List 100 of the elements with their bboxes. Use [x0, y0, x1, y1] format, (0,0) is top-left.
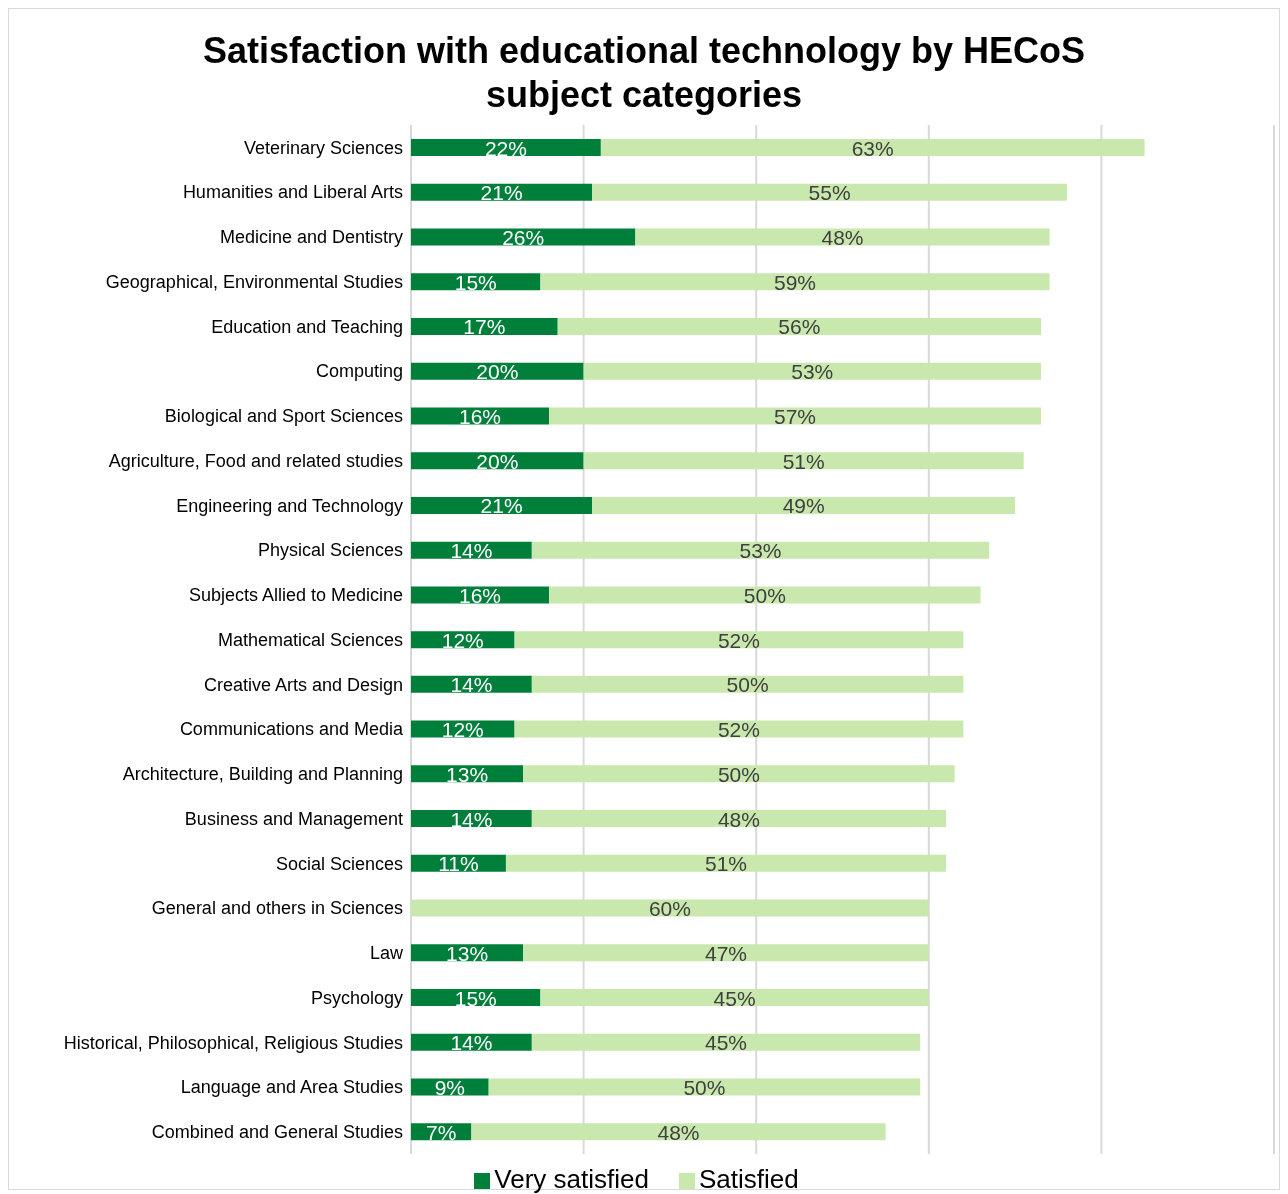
data-label: 45%	[713, 986, 756, 1010]
data-label: 55%	[808, 181, 851, 205]
bar	[411, 362, 584, 380]
data-label: 60%	[648, 897, 691, 921]
data-label: 47%	[704, 941, 748, 965]
data-label: 50%	[683, 1076, 726, 1100]
bar	[549, 407, 1041, 425]
data-label: 20%	[476, 449, 519, 473]
data-label: 48%	[717, 807, 760, 831]
bar	[600, 139, 1145, 156]
data-label: 21%	[480, 494, 523, 518]
y-tick-label: Combined and General Studies	[151, 1122, 403, 1143]
data-label: 50%	[726, 673, 769, 697]
data-label: 15%	[454, 986, 497, 1010]
data-label: 26%	[502, 225, 545, 249]
y-tick-label: Language and Area Studies	[180, 1077, 403, 1098]
bar	[411, 452, 584, 470]
bar	[592, 183, 1067, 201]
bar	[540, 989, 929, 1007]
data-label: 13%	[446, 762, 489, 786]
data-label: 9%	[434, 1076, 466, 1100]
bar	[583, 452, 1024, 470]
data-label: 14%	[450, 539, 493, 563]
bar	[411, 496, 593, 514]
y-tick-label: Biological and Sport Sciences	[164, 406, 403, 427]
y-tick-label: Subjects Allied to Medicine	[188, 585, 403, 606]
y-tick-label: Mathematical Sciences	[217, 629, 403, 650]
data-label: 17%	[463, 315, 506, 339]
data-label: 14%	[450, 1031, 493, 1055]
bar	[540, 273, 1050, 291]
y-tick-label: Creative Arts and Design	[203, 674, 403, 695]
y-tick-label: Social Sciences	[275, 853, 403, 874]
data-label: 49%	[782, 494, 825, 518]
bar	[471, 1123, 886, 1141]
data-label: 63%	[851, 136, 894, 160]
data-label: 20%	[476, 360, 519, 384]
data-label: 12%	[441, 628, 484, 652]
data-label: 7%	[426, 1120, 457, 1144]
y-tick-label: Medicine and Dentistry	[219, 227, 403, 248]
data-label: 16%	[459, 404, 502, 428]
data-label: 52%	[717, 628, 760, 652]
bar	[514, 720, 964, 738]
data-label: 50%	[717, 762, 760, 786]
bar	[411, 139, 601, 156]
bar	[635, 228, 1050, 246]
bar	[411, 228, 636, 246]
y-tick-label: Business and Management	[184, 808, 403, 829]
y-tick-label: Law	[369, 943, 404, 964]
y-tick-label: Humanities and Liberal Arts	[182, 182, 403, 203]
bar	[505, 854, 947, 872]
data-label: 11%	[438, 852, 479, 876]
y-tick-label: Engineering and Technology	[176, 495, 403, 516]
bar	[549, 586, 981, 604]
data-label: 53%	[791, 360, 834, 384]
y-tick-label: Psychology	[310, 987, 403, 1008]
bar	[411, 317, 558, 335]
data-label: 51%	[782, 449, 825, 473]
data-label: 53%	[739, 539, 782, 563]
data-label: 59%	[774, 270, 817, 294]
y-tick-label: Physical Sciences	[257, 540, 403, 561]
data-label: 48%	[821, 225, 864, 249]
y-tick-label: Geographical, Environmental Studies	[105, 271, 403, 292]
y-tick-label: Communications and Media	[179, 719, 404, 740]
bar	[531, 541, 990, 559]
data-label: 51%	[704, 852, 748, 876]
bar	[531, 1033, 921, 1051]
chart-title: Satisfaction with educational technology by HECoS subject categories	[201, 29, 1087, 117]
data-label: 13%	[446, 941, 489, 965]
bar	[523, 944, 929, 962]
data-label: 16%	[459, 583, 502, 607]
bar	[523, 765, 955, 783]
legend-label: Satisfied	[698, 1164, 799, 1194]
bar	[557, 317, 1041, 335]
bar	[531, 675, 964, 693]
bar	[583, 362, 1041, 380]
data-label: 12%	[441, 718, 484, 742]
y-tick-label: Education and Teaching	[211, 316, 403, 337]
bar	[411, 899, 929, 917]
data-label: 22%	[484, 136, 527, 160]
data-label: 56%	[778, 315, 821, 339]
data-label: 52%	[717, 718, 760, 742]
data-label: 14%	[450, 673, 493, 697]
data-label: 21%	[480, 181, 523, 205]
bar	[488, 1078, 921, 1096]
bar	[411, 183, 593, 201]
legend-label: Very satisfied	[494, 1164, 649, 1194]
data-label: 15%	[454, 270, 497, 294]
bar	[592, 496, 1016, 514]
y-tick-label: Historical, Philosophical, Religious Studies	[63, 1032, 403, 1053]
data-label: 45%	[704, 1031, 748, 1055]
y-tick-label: Architecture, Building and Planning	[122, 764, 403, 785]
data-label: 57%	[774, 404, 817, 428]
bar	[531, 810, 947, 828]
data-label: 50%	[743, 583, 786, 607]
data-label: 14%	[450, 807, 493, 831]
y-tick-label: Computing	[315, 361, 403, 382]
data-label: 48%	[657, 1120, 700, 1144]
y-tick-label: Agriculture, Food and related studies	[108, 450, 403, 471]
bar	[514, 631, 964, 649]
y-tick-label: General and others in Sciences	[151, 898, 403, 919]
